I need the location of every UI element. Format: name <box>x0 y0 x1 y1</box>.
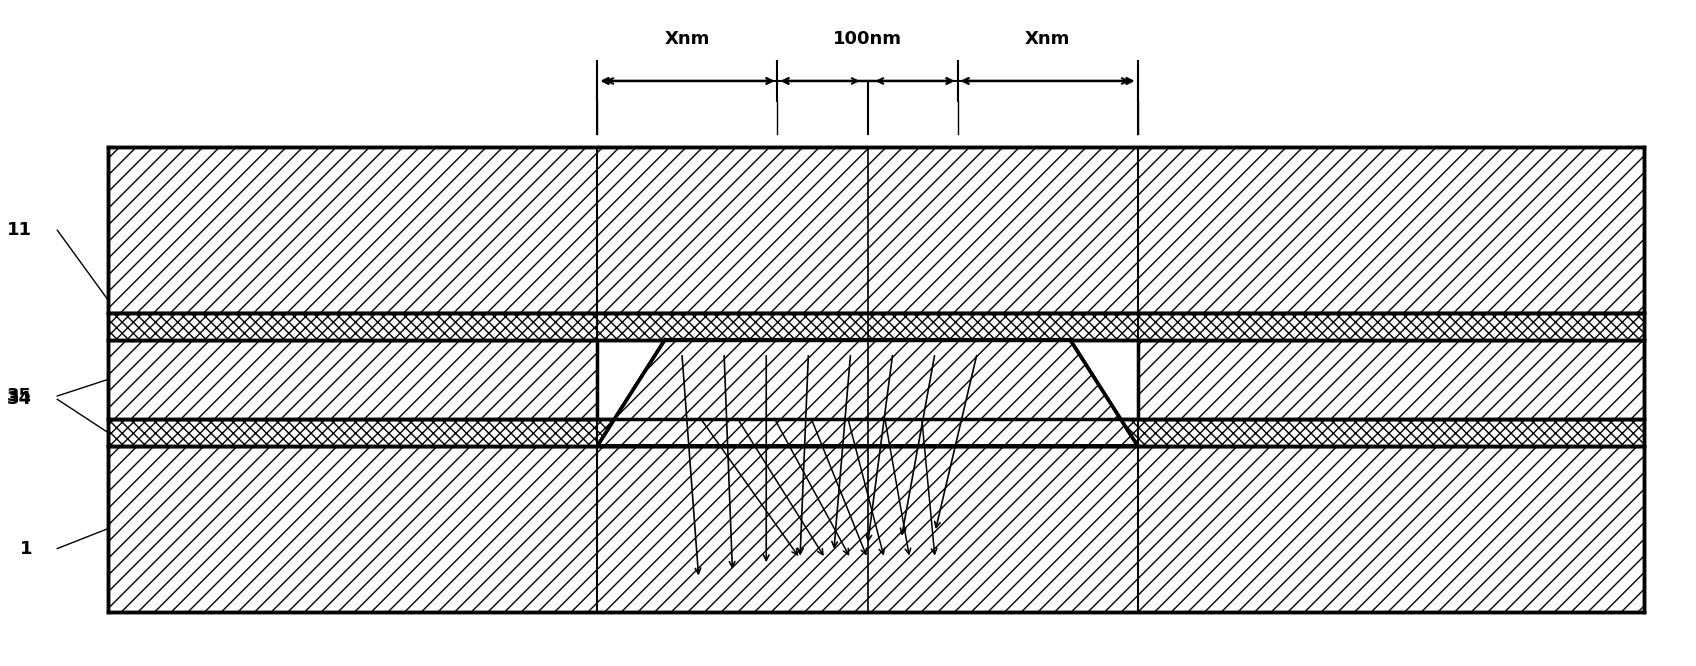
Bar <box>109 446 1643 611</box>
Text: Xnm: Xnm <box>665 30 711 48</box>
Text: 34: 34 <box>7 390 32 408</box>
Polygon shape <box>597 340 1138 446</box>
Bar <box>109 419 1643 446</box>
Bar <box>1138 340 1643 419</box>
Text: 1: 1 <box>19 539 32 557</box>
Text: 11: 11 <box>7 221 32 239</box>
Text: 35: 35 <box>7 387 32 405</box>
Text: 100nm: 100nm <box>833 30 902 48</box>
Bar <box>109 313 1643 340</box>
Bar <box>109 147 1643 313</box>
Text: Xnm: Xnm <box>1024 30 1070 48</box>
Bar <box>109 340 597 419</box>
